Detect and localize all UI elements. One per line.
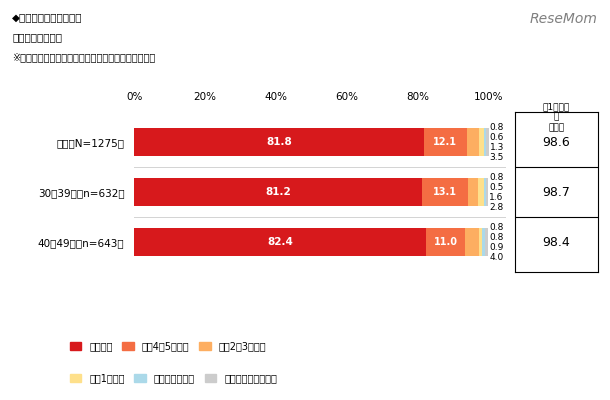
Bar — [485, 228, 488, 256]
Text: 3.5: 3.5 — [490, 154, 504, 162]
Text: 0.9: 0.9 — [489, 244, 503, 252]
Text: 81.2: 81.2 — [265, 187, 291, 197]
Text: 0.8: 0.8 — [489, 234, 503, 242]
Text: 98.4: 98.4 — [543, 236, 570, 248]
Bar — [468, 178, 478, 206]
Text: 98.7: 98.7 — [542, 186, 570, 198]
Bar — [134, 228, 426, 256]
Text: 11.0: 11.0 — [434, 237, 458, 247]
Bar — [484, 128, 486, 156]
Text: 98.6: 98.6 — [543, 136, 570, 148]
Text: 0.5: 0.5 — [489, 184, 504, 192]
Bar — [422, 178, 468, 206]
Text: ※対象者：事前調査の回答者で末子が高校生以下の方: ※対象者：事前調査の回答者で末子が高校生以下の方 — [12, 52, 156, 62]
Text: 1.3: 1.3 — [490, 144, 504, 152]
Bar — [465, 228, 479, 256]
Bar — [478, 178, 484, 206]
Bar — [134, 178, 422, 206]
Bar — [486, 128, 489, 156]
Text: 82.4: 82.4 — [267, 237, 293, 247]
Legend: ほぼ毎日, 週に4～5日程度, 週に2～3日程度: ほぼ毎日, 週に4～5日程度, 週に2～3日程度 — [66, 337, 270, 355]
Text: 2.8: 2.8 — [489, 204, 504, 212]
Bar — [484, 178, 486, 206]
Bar — [479, 128, 484, 156]
Text: （単一回答形式）: （単一回答形式） — [12, 32, 62, 42]
Text: ◆自宅で夕食を作る頻度: ◆自宅で夕食を作る頻度 — [12, 12, 83, 22]
Text: 4.0: 4.0 — [489, 254, 503, 262]
Text: 0.6: 0.6 — [490, 134, 504, 142]
Text: 81.8: 81.8 — [266, 137, 292, 147]
Text: ReseMom: ReseMom — [530, 12, 598, 26]
Text: 13.1: 13.1 — [433, 187, 457, 197]
Text: 週1日以上
計
（％）: 週1日以上 計 （％） — [543, 102, 570, 132]
Text: 1.6: 1.6 — [489, 194, 504, 202]
Text: 12.1: 12.1 — [433, 137, 458, 147]
Bar — [424, 128, 467, 156]
Bar — [467, 128, 479, 156]
Bar — [483, 228, 485, 256]
Legend: 週に1日程度, それ以下の頻度, 夕食は作っていない: 週に1日程度, それ以下の頻度, 夕食は作っていない — [66, 369, 281, 387]
Bar — [479, 228, 483, 256]
Bar — [486, 178, 489, 206]
Text: 0.8: 0.8 — [489, 224, 503, 232]
Text: 0.8: 0.8 — [489, 174, 504, 182]
Bar — [426, 228, 465, 256]
Text: 0.8: 0.8 — [490, 124, 504, 132]
Bar — [134, 128, 424, 156]
